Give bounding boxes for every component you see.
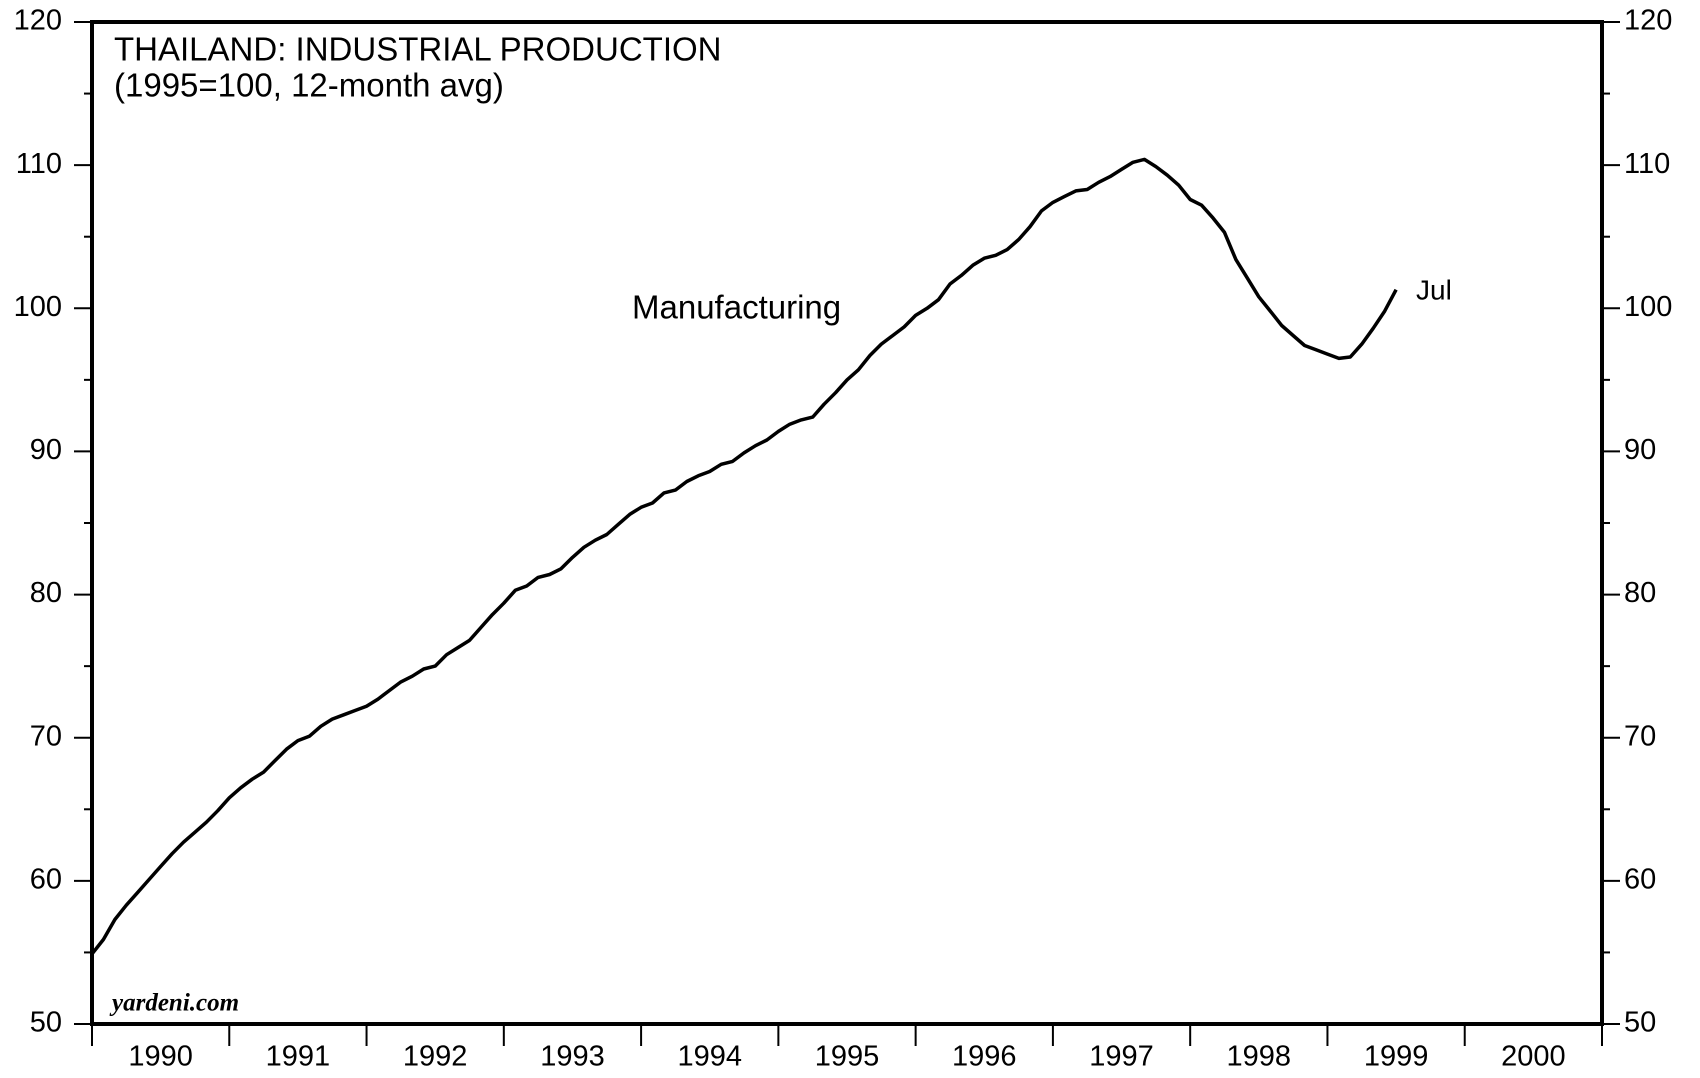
x-tick-label: 1998 xyxy=(1227,1041,1292,1073)
y2-tick-label: 80 xyxy=(1624,577,1656,609)
y-tick-label: 70 xyxy=(30,720,62,752)
y2-tick-label: 50 xyxy=(1624,1007,1656,1039)
plot-frame xyxy=(90,20,1604,1026)
y2-tick-label: 70 xyxy=(1624,720,1656,752)
x-tick-label: 2000 xyxy=(1501,1041,1566,1073)
x-tick-label: 1999 xyxy=(1364,1041,1429,1073)
chart-title: THAILAND: INDUSTRIAL PRODUCTION xyxy=(114,31,722,68)
x-tick-label: 1992 xyxy=(403,1041,468,1073)
chart-subtitle: (1995=100, 12-month avg) xyxy=(114,67,504,104)
y-tick-label: 120 xyxy=(14,5,62,37)
x-tick-label: 1990 xyxy=(128,1041,193,1073)
x-tick-label: 1995 xyxy=(815,1041,880,1073)
y-tick-label: 90 xyxy=(30,434,62,466)
end-annotation: Jul xyxy=(1416,274,1452,305)
x-tick-label: 1996 xyxy=(952,1041,1017,1073)
y-tick-label: 100 xyxy=(14,291,62,323)
x-tick-label: 1991 xyxy=(266,1041,331,1073)
y-tick-label: 60 xyxy=(30,864,62,896)
x-tick-label: 1997 xyxy=(1089,1041,1154,1073)
y-tick-label: 80 xyxy=(30,577,62,609)
y2-tick-label: 90 xyxy=(1624,434,1656,466)
series-line xyxy=(90,157,1398,955)
x-tick-label: 1994 xyxy=(677,1041,742,1073)
source: yardeni.com xyxy=(109,990,239,1017)
x-tick-label: 1993 xyxy=(540,1041,605,1073)
series-annotation: Manufacturing xyxy=(632,289,841,326)
y2-tick-label: 60 xyxy=(1624,864,1656,896)
y-tick-label: 110 xyxy=(16,148,62,180)
y2-tick-label: 110 xyxy=(1624,148,1670,180)
y-tick-label: 50 xyxy=(30,1007,62,1039)
y2-tick-label: 120 xyxy=(1624,5,1672,37)
y2-tick-label: 100 xyxy=(1624,291,1672,323)
